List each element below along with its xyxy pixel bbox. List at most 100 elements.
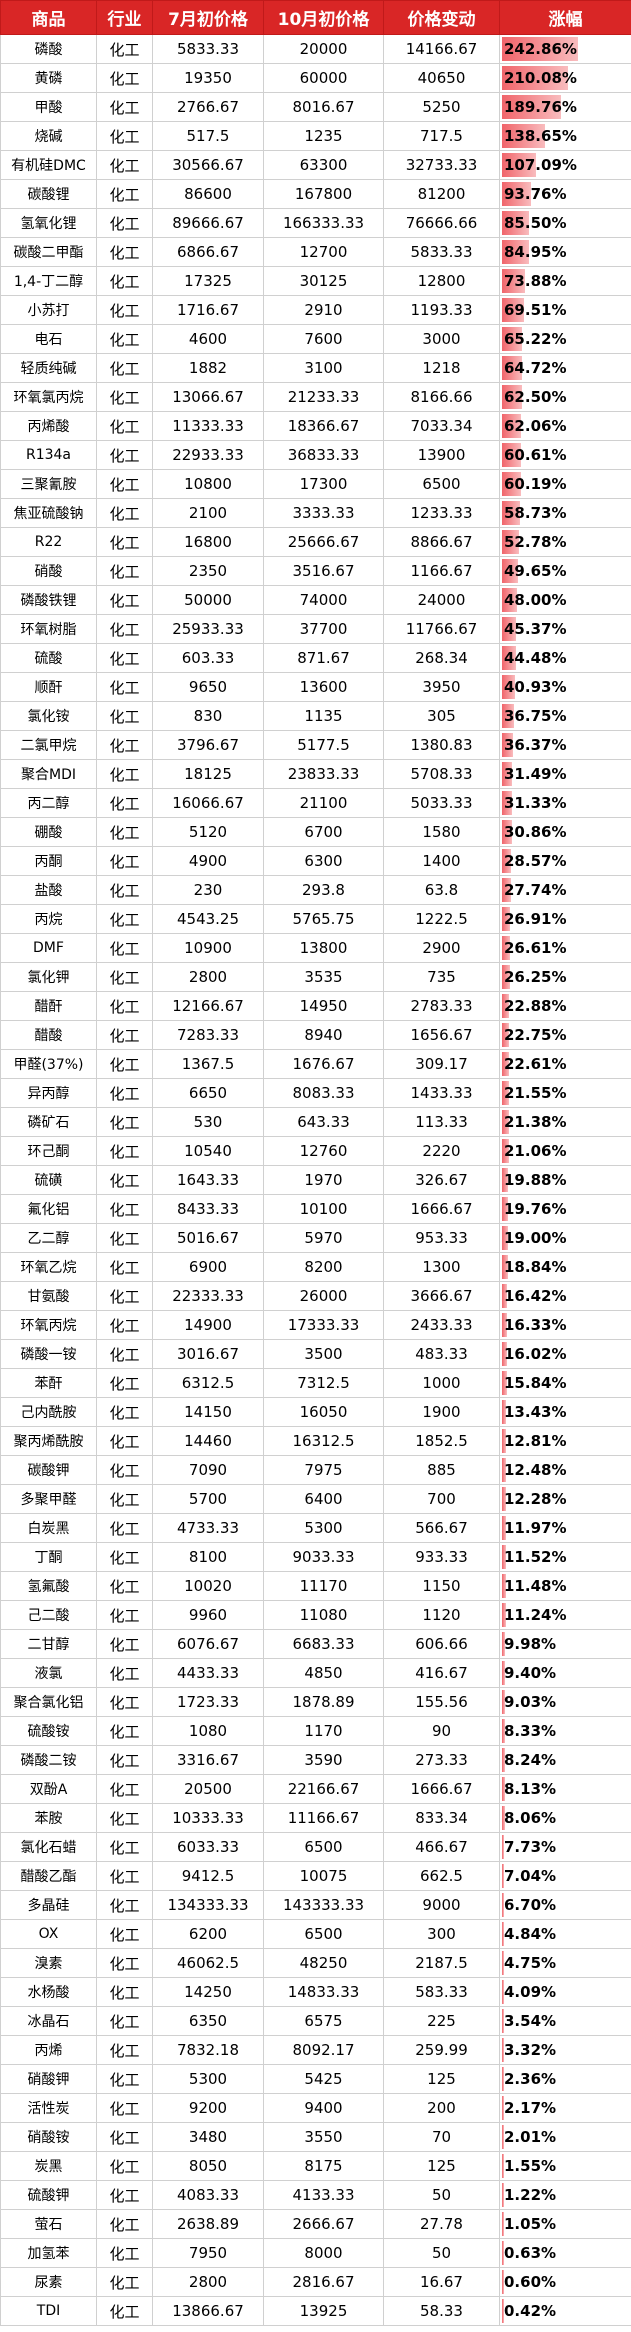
cell-product: 聚合MDI — [0, 759, 97, 789]
increase-pct-label: 9.98% — [504, 1635, 557, 1653]
increase-bar — [502, 1893, 505, 1917]
cell-july-price: 6350 — [152, 2006, 264, 2036]
cell-price-change: 27.78 — [383, 2209, 500, 2239]
table-row: 醋酸乙酯 化工 9412.5 10075 662.5 7.04% — [0, 1861, 631, 1891]
cell-product: 己二酸 — [0, 1600, 97, 1630]
cell-july-price: 1716.67 — [152, 295, 264, 325]
table-row: 乙二醇 化工 5016.67 5970 953.33 19.00% — [0, 1223, 631, 1253]
cell-july-price: 18125 — [152, 759, 264, 789]
table-row: 丙烯酸 化工 11333.33 18366.67 7033.34 62.06% — [0, 411, 631, 441]
increase-bar — [502, 66, 568, 90]
cell-increase-pct: 0.63% — [499, 2238, 631, 2268]
cell-product: 丙烯酸 — [0, 411, 97, 441]
cell-increase-pct: 21.06% — [499, 1136, 631, 1166]
cell-price-change: 7033.34 — [383, 411, 500, 441]
cell-october-price: 14833.33 — [263, 1977, 384, 2007]
cell-october-price: 13600 — [263, 672, 384, 702]
table-row: 盐酸 化工 230 293.8 63.8 27.74% — [0, 875, 631, 905]
table-row: 碳酸钾 化工 7090 7975 885 12.48% — [0, 1455, 631, 1485]
cell-increase-pct: 3.32% — [499, 2035, 631, 2065]
increase-bar — [502, 1632, 506, 1656]
increase-bar — [502, 1342, 507, 1366]
cell-july-price: 5833.33 — [152, 34, 264, 64]
table-row: 炭黑 化工 8050 8175 125 1.55% — [0, 2151, 631, 2181]
cell-price-change: 50 — [383, 2180, 500, 2210]
cell-product: 加氢苯 — [0, 2238, 97, 2268]
cell-increase-pct: 2.17% — [499, 2093, 631, 2123]
increase-bar — [502, 211, 529, 235]
increase-bar — [502, 269, 526, 293]
cell-product: 萤石 — [0, 2209, 97, 2239]
cell-july-price: 2800 — [152, 962, 264, 992]
cell-july-price: 4543.25 — [152, 904, 264, 934]
cell-october-price: 25666.67 — [263, 527, 384, 557]
increase-bar — [502, 2183, 504, 2207]
cell-industry: 化工 — [96, 933, 153, 963]
cell-october-price: 6500 — [263, 1919, 384, 1949]
cell-october-price: 3535 — [263, 962, 384, 992]
increase-pct-label: 0.42% — [504, 2302, 557, 2320]
increase-pct-label: 22.61% — [504, 1055, 567, 1073]
cell-price-change: 40650 — [383, 63, 500, 93]
cell-price-change: 268.34 — [383, 643, 500, 673]
cell-october-price: 26000 — [263, 1281, 384, 1311]
increase-pct-label: 85.50% — [504, 214, 567, 232]
cell-industry: 化工 — [96, 1223, 153, 1253]
increase-pct-label: 22.75% — [504, 1026, 567, 1044]
cell-october-price: 1170 — [263, 1716, 384, 1746]
table-row: 聚合氯化铝 化工 1723.33 1878.89 155.56 9.03% — [0, 1687, 631, 1717]
cell-industry: 化工 — [96, 1542, 153, 1572]
increase-pct-label: 4.75% — [504, 1954, 557, 1972]
cell-product: 硼酸 — [0, 817, 97, 847]
cell-product: 尿素 — [0, 2267, 97, 2297]
cell-july-price: 6866.67 — [152, 237, 264, 267]
cell-october-price: 1878.89 — [263, 1687, 384, 1717]
increase-bar — [502, 2067, 504, 2091]
table-row: 环氧氯丙烷 化工 13066.67 21233.33 8166.66 62.50% — [0, 382, 631, 412]
table-row: 白炭黑 化工 4733.33 5300 566.67 11.97% — [0, 1513, 631, 1543]
cell-july-price: 2350 — [152, 556, 264, 586]
cell-october-price: 17333.33 — [263, 1310, 384, 1340]
cell-october-price: 21233.33 — [263, 382, 384, 412]
cell-product: 磷酸 — [0, 34, 97, 64]
cell-product: 氯化石蜡 — [0, 1832, 97, 1862]
cell-increase-pct: 6.70% — [499, 1890, 631, 1920]
cell-july-price: 30566.67 — [152, 150, 264, 180]
table-row: 小苏打 化工 1716.67 2910 1193.33 69.51% — [0, 295, 631, 325]
cell-industry: 化工 — [96, 1455, 153, 1485]
increase-pct-label: 8.24% — [504, 1751, 557, 1769]
cell-industry: 化工 — [96, 2267, 153, 2297]
cell-industry: 化工 — [96, 2064, 153, 2094]
cell-october-price: 2666.67 — [263, 2209, 384, 2239]
cell-increase-pct: 16.02% — [499, 1339, 631, 1369]
cell-price-change: 1222.5 — [383, 904, 500, 934]
increase-bar — [502, 530, 519, 554]
increase-pct-label: 64.72% — [504, 359, 567, 377]
cell-product: 氢氟酸 — [0, 1571, 97, 1601]
cell-increase-pct: 31.33% — [499, 788, 631, 818]
table-row: 氢氧化锂 化工 89666.67 166333.33 76666.66 85.50% — [0, 208, 631, 238]
table-row: 氟化铝 化工 8433.33 10100 1666.67 19.76% — [0, 1194, 631, 1224]
cell-increase-pct: 3.54% — [499, 2006, 631, 2036]
cell-product: 丙酮 — [0, 846, 97, 876]
cell-industry: 化工 — [96, 1977, 153, 2007]
cell-july-price: 19350 — [152, 63, 264, 93]
cell-july-price: 25933.33 — [152, 614, 264, 644]
cell-october-price: 23833.33 — [263, 759, 384, 789]
cell-increase-pct: 22.88% — [499, 991, 631, 1021]
cell-product: 氯化钾 — [0, 962, 97, 992]
table-row: 多聚甲醛 化工 5700 6400 700 12.28% — [0, 1484, 631, 1514]
cell-increase-pct: 7.04% — [499, 1861, 631, 1891]
cell-price-change: 125 — [383, 2064, 500, 2094]
cell-industry: 化工 — [96, 1629, 153, 1659]
cell-july-price: 2800 — [152, 2267, 264, 2297]
increase-bar — [502, 1516, 506, 1540]
table-row: 硫酸 化工 603.33 871.67 268.34 44.48% — [0, 643, 631, 673]
cell-industry: 化工 — [96, 1020, 153, 1050]
cell-product: R22 — [0, 527, 97, 557]
cell-industry: 化工 — [96, 556, 153, 586]
cell-increase-pct: 8.24% — [499, 1745, 631, 1775]
cell-price-change: 833.34 — [383, 1803, 500, 1833]
cell-increase-pct: 11.97% — [499, 1513, 631, 1543]
increase-pct-label: 21.55% — [504, 1084, 567, 1102]
